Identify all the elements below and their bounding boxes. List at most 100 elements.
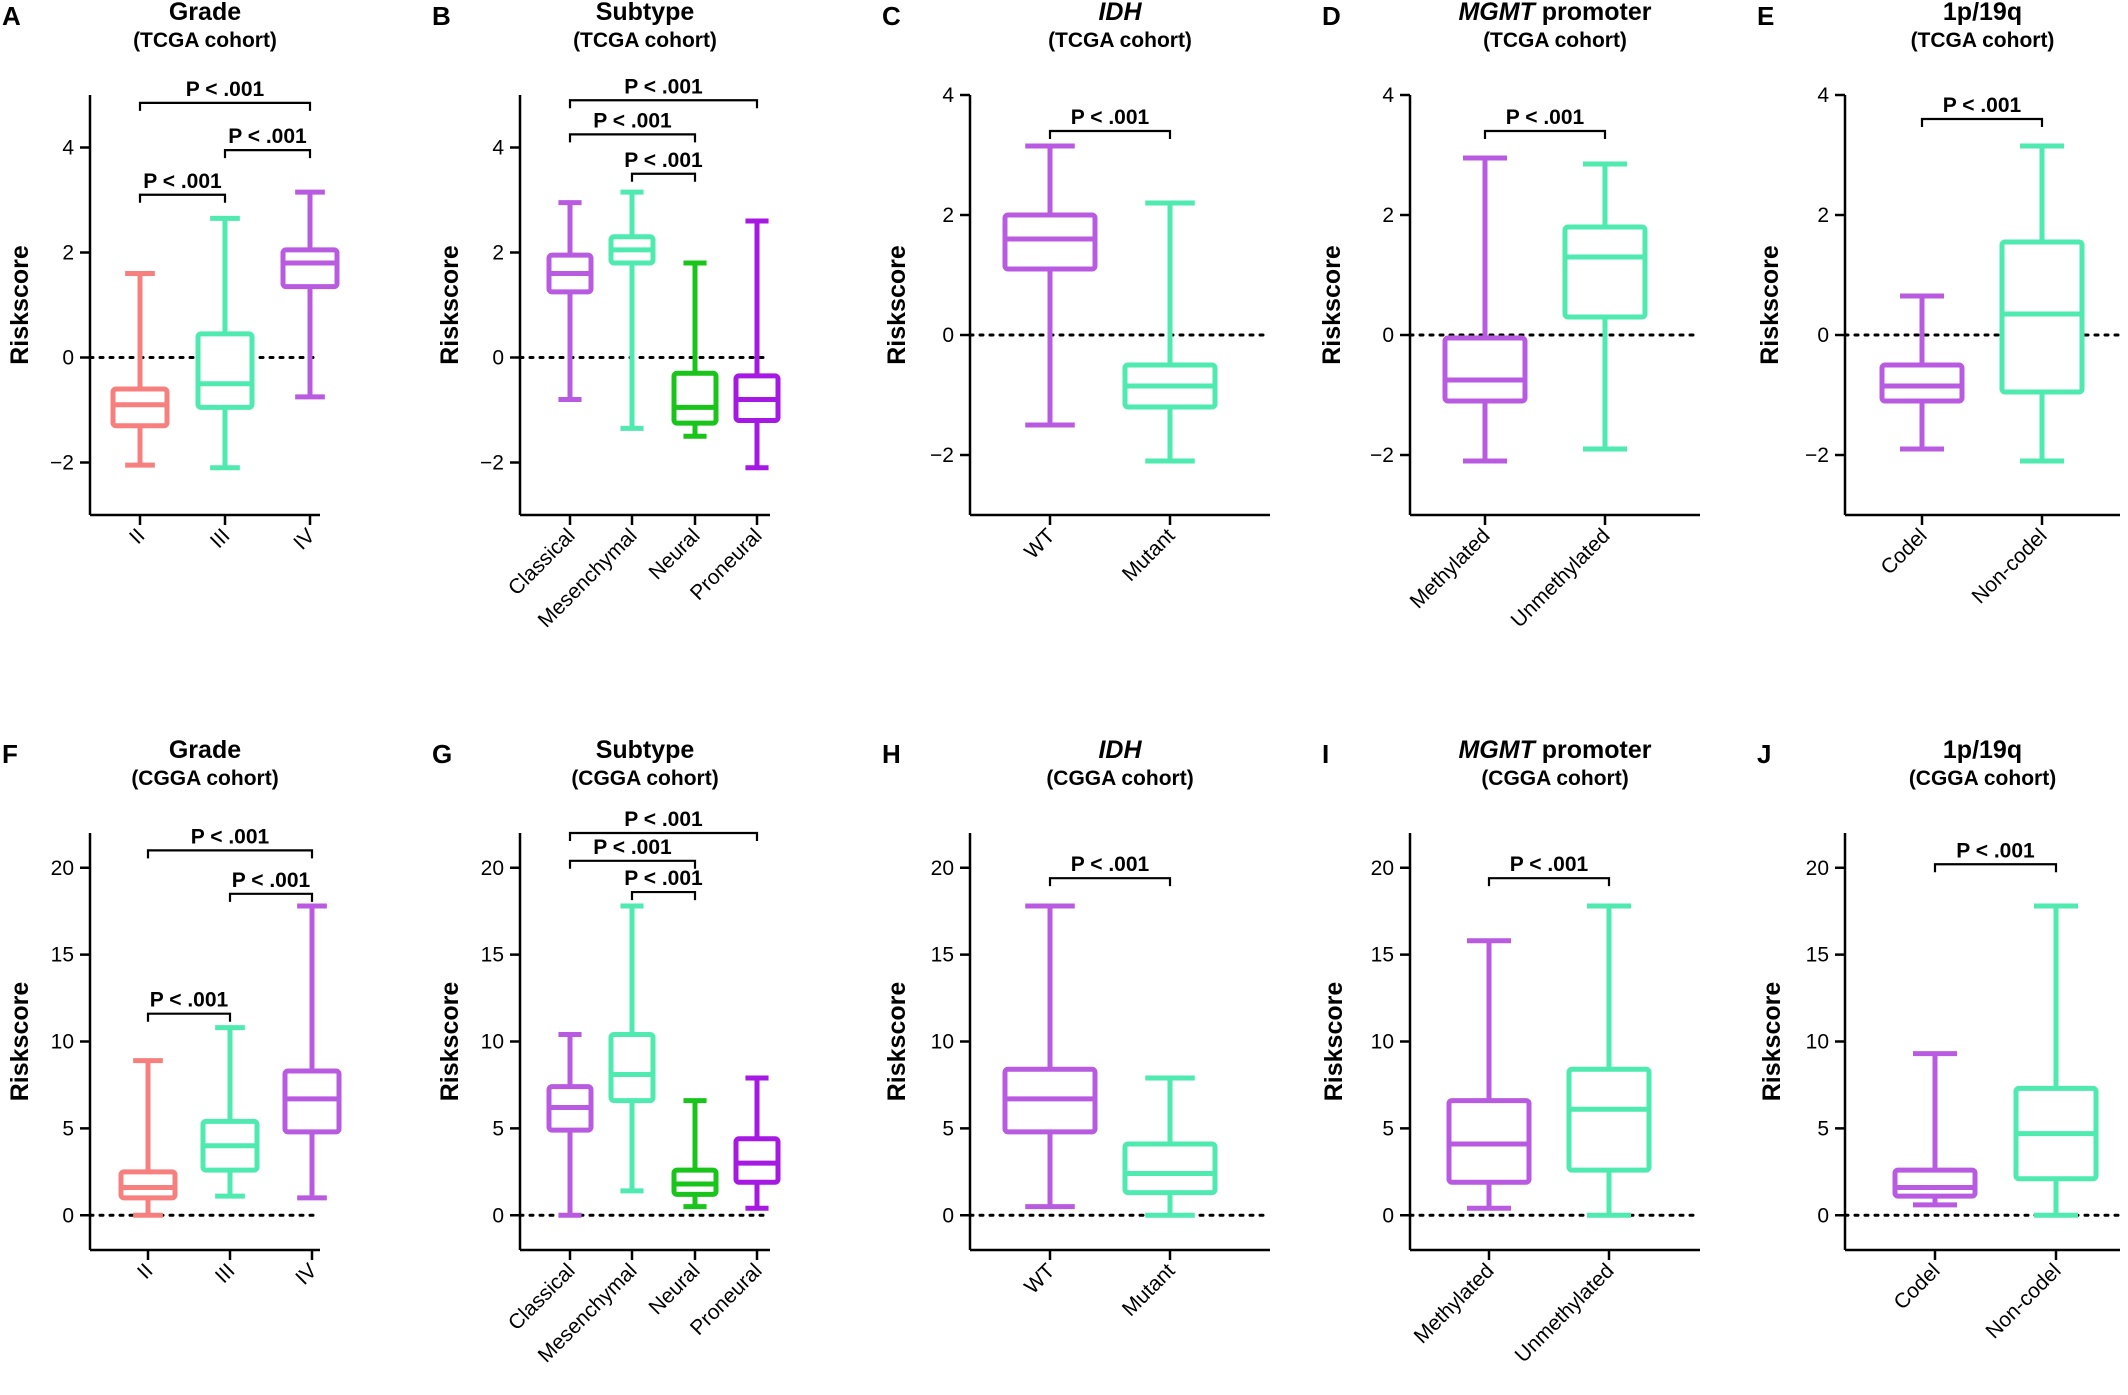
- panel-title-main: 1p/19q: [1943, 736, 2022, 764]
- p-value-label: P < .001: [228, 125, 307, 148]
- y-tick-label: 2: [1817, 204, 1829, 227]
- p-value-label: P < .001: [593, 109, 672, 132]
- box-unmethylated: [1562, 161, 1648, 452]
- y-tick-label: 0: [1817, 324, 1829, 347]
- panel-title-suffix: promoter: [1535, 736, 1652, 764]
- panel-i: I MGMT promoter (CGGA cohort) 0 5 10 15 20 Risks…: [1320, 736, 1702, 1367]
- bracket-line: [1048, 877, 1172, 887]
- box-methylated: [1446, 938, 1532, 1211]
- p-value-label: P < .001: [1510, 853, 1589, 876]
- box-non-codel: [2013, 903, 2099, 1218]
- p-value-label: P < .001: [1506, 106, 1585, 129]
- y-axis-label: Riskscore: [1318, 245, 1346, 365]
- x-tick-label: Unmethylated: [1511, 1259, 1619, 1367]
- box-wt: [1002, 903, 1098, 1210]
- y-tick-label: 0: [942, 324, 954, 347]
- panel-title-main: Grade: [169, 0, 241, 26]
- x-tick-label: Neural: [645, 524, 705, 584]
- box-iqr: [118, 1169, 178, 1201]
- p-value-label: P < .001: [232, 869, 311, 892]
- panel-h: H IDH (CGGA cohort) 0 5 10 15 20 Riskscore WT Muta…: [882, 736, 1272, 1321]
- y-tick-label: 0: [942, 1204, 954, 1227]
- panel-d: D MGMT promoter (TCGA cohort) −2 0 2 4 Riskscor…: [1318, 0, 1702, 632]
- comparison-bracket: P < .001: [223, 125, 312, 159]
- y-tick-label: 10: [1371, 1031, 1394, 1054]
- panel-subtitle: (TCGA cohort): [573, 29, 717, 52]
- box-iqr: [1892, 1167, 1978, 1199]
- panel-title: MGMT promoter: [1458, 736, 1651, 764]
- bracket-line: [568, 133, 697, 143]
- p-value-label: P < .001: [150, 989, 229, 1012]
- bracket-line: [630, 172, 697, 182]
- y-tick-label: 4: [492, 137, 504, 160]
- bracket-line: [568, 99, 759, 109]
- x-tick-label: Neural: [645, 1259, 705, 1319]
- y-axis-label: Riskscore: [1320, 982, 1348, 1102]
- y-tick-label: 20: [1371, 857, 1394, 880]
- y-tick-label: 4: [1382, 84, 1394, 107]
- panel-title-main: Subtype: [596, 0, 695, 26]
- box-neural: [671, 1098, 719, 1210]
- comparison-bracket: P < .001: [568, 109, 697, 143]
- y-tick-label: 15: [1806, 944, 1829, 967]
- box-classical: [546, 1032, 594, 1218]
- y-tick-label: −2: [50, 452, 74, 475]
- box-iii: [195, 215, 255, 471]
- y-axis-label: Riskscore: [436, 245, 464, 365]
- y-tick-label: 4: [62, 137, 74, 160]
- y-tick-label: 10: [931, 1031, 954, 1054]
- y-axis-label: Riskscore: [883, 245, 911, 365]
- p-value-label: P < .001: [1943, 94, 2022, 117]
- box-iqr: [1442, 335, 1528, 404]
- y-tick-label: 0: [1382, 324, 1394, 347]
- box-methylated: [1442, 155, 1528, 464]
- panel-subtitle: (CGGA cohort): [1909, 767, 2056, 790]
- box-iqr: [1999, 239, 2085, 395]
- bracket-line: [1487, 877, 1611, 887]
- p-value-label: P < .001: [624, 867, 703, 890]
- panel-title-main: IDH: [1098, 736, 1142, 764]
- box-iqr: [1002, 212, 1098, 272]
- box-ii: [118, 1058, 178, 1218]
- panel-subtitle: (CGGA cohort): [1481, 767, 1628, 790]
- y-tick-label: −2: [1370, 444, 1394, 467]
- panel-subtitle: (TCGA cohort): [133, 29, 277, 52]
- x-tick-label: Codel: [1876, 524, 1931, 579]
- box-iqr: [671, 370, 719, 426]
- panel-title-main: MGMT: [1458, 0, 1537, 26]
- comparison-bracket: P < .001: [1483, 106, 1607, 139]
- box-iqr: [1122, 1141, 1218, 1196]
- y-axis-label: Riskscore: [1758, 982, 1786, 1102]
- p-value-label: P < .001: [186, 78, 265, 101]
- y-axis-label: Riskscore: [6, 245, 34, 365]
- panel-title: IDH: [1098, 736, 1142, 764]
- comparison-bracket: P < .001: [624, 867, 703, 901]
- panel-subtitle: (TCGA cohort): [1911, 29, 2055, 52]
- panel-label: J: [1757, 739, 1771, 769]
- y-tick-label: 0: [1382, 1204, 1394, 1227]
- bracket-line: [1048, 129, 1172, 139]
- bracket-line: [1933, 863, 2058, 873]
- panel-title-main: Grade: [169, 736, 241, 764]
- panel-title: 1p/19q: [1943, 736, 2022, 764]
- y-tick-label: 2: [1382, 204, 1394, 227]
- box-mesenchymal: [608, 903, 656, 1194]
- y-tick-label: 15: [481, 944, 504, 967]
- y-tick-label: 5: [62, 1117, 74, 1140]
- panel-label: I: [1322, 739, 1329, 769]
- y-tick-label: 2: [942, 204, 954, 227]
- bracket-line: [568, 831, 759, 841]
- bracket-line: [228, 892, 314, 902]
- panel-label: A: [2, 1, 21, 31]
- y-tick-label: 20: [481, 857, 504, 880]
- panel-subtitle: (CGGA cohort): [571, 767, 718, 790]
- box-iqr: [110, 386, 170, 429]
- p-value-label: P < .001: [143, 170, 222, 193]
- y-tick-label: 15: [1371, 944, 1394, 967]
- x-tick-label: II: [125, 524, 150, 549]
- box-mutant: [1122, 200, 1218, 464]
- p-value-label: P < .001: [624, 149, 703, 172]
- box-proneural: [733, 218, 781, 471]
- box-iqr: [1879, 362, 1965, 404]
- y-axis-label: Riskscore: [6, 982, 34, 1102]
